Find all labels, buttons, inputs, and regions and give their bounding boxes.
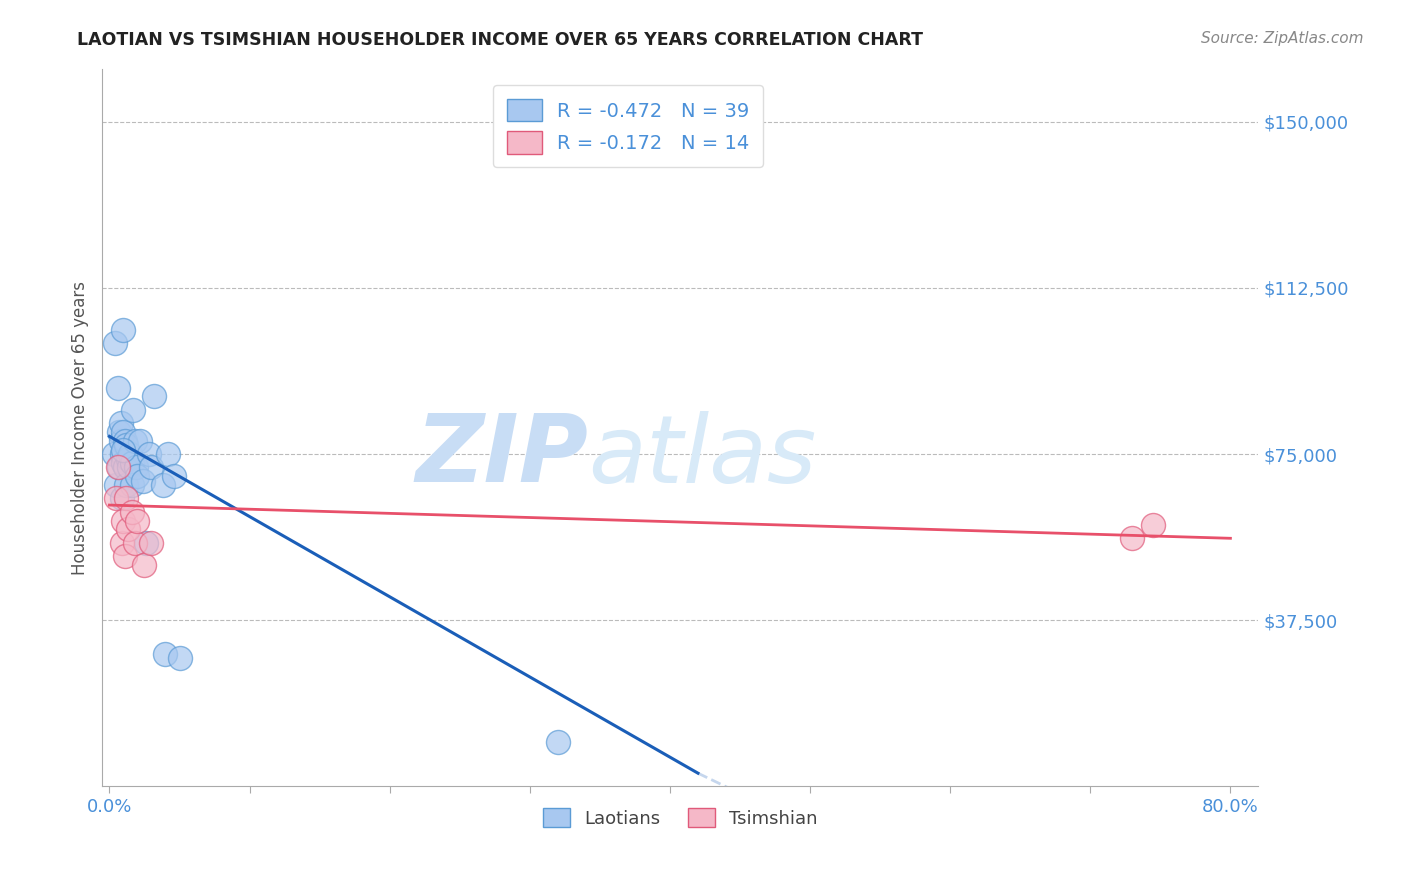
Point (112, 456, 135, 470)
Point (111, 535, 134, 549)
Point (121, 456, 143, 470)
Point (155, 647, 177, 661)
Point (112, 442, 135, 457)
Point (115, 438, 138, 452)
Point (141, 460, 163, 475)
Point (125, 460, 148, 475)
Point (114, 434, 136, 448)
Point (1142, 518, 1164, 533)
Point (114, 549, 136, 563)
Point (127, 514, 149, 528)
Text: ZIP: ZIP (415, 410, 588, 502)
Point (117, 451, 139, 466)
Point (138, 447, 160, 461)
Point (110, 434, 132, 448)
Legend: Laotians, Tsimshian: Laotians, Tsimshian (536, 801, 825, 835)
Point (112, 514, 135, 528)
Text: LAOTIAN VS TSIMSHIAN HOUSEHOLDER INCOME OVER 65 YEARS CORRELATION CHART: LAOTIAN VS TSIMSHIAN HOUSEHOLDER INCOME … (77, 31, 924, 49)
Point (108, 425, 131, 439)
Point (132, 474, 155, 488)
Point (157, 447, 180, 461)
Point (115, 491, 138, 506)
Point (112, 425, 135, 439)
Point (127, 469, 149, 483)
Point (121, 478, 143, 492)
Point (1121, 531, 1143, 545)
Point (105, 491, 128, 506)
Point (115, 478, 138, 492)
Point (134, 558, 156, 572)
Point (118, 460, 141, 475)
Point (547, 735, 569, 749)
Point (129, 434, 152, 448)
Point (117, 523, 139, 537)
Text: Source: ZipAtlas.com: Source: ZipAtlas.com (1201, 31, 1364, 46)
Point (121, 505, 143, 519)
Point (112, 323, 135, 337)
Point (169, 651, 191, 665)
Point (120, 447, 142, 461)
Point (114, 460, 136, 475)
Point (152, 478, 174, 492)
Y-axis label: Householder Income Over 65 years: Householder Income Over 65 years (72, 280, 89, 574)
Point (124, 535, 146, 549)
Point (124, 434, 146, 448)
Point (163, 469, 186, 483)
Point (111, 491, 134, 506)
Point (135, 535, 157, 549)
Point (110, 416, 132, 430)
Point (141, 535, 163, 549)
Point (122, 402, 145, 417)
Point (107, 460, 129, 475)
Point (104, 336, 127, 351)
Text: atlas: atlas (588, 410, 817, 501)
Point (108, 460, 131, 475)
Point (107, 381, 129, 395)
Point (105, 478, 128, 492)
Point (111, 447, 134, 461)
Point (103, 447, 125, 461)
Point (143, 389, 166, 403)
